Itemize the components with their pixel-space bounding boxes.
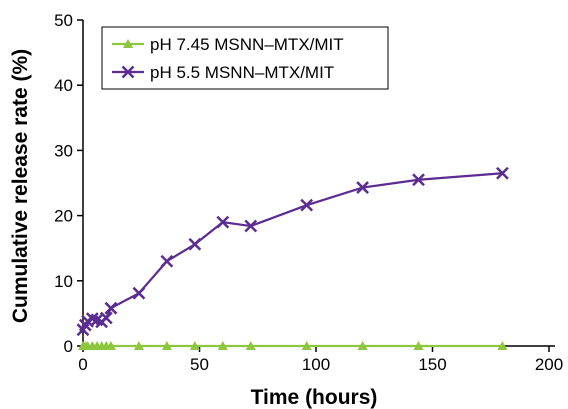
data-point bbox=[105, 341, 116, 350]
y-tick-label: 20 bbox=[54, 207, 73, 226]
data-point bbox=[189, 341, 200, 350]
legend-swatch-marker bbox=[123, 39, 133, 48]
y-tick-label: 30 bbox=[54, 141, 73, 160]
y-tick-label: 50 bbox=[54, 11, 73, 30]
data-point bbox=[160, 254, 174, 268]
x-tick-label: 100 bbox=[302, 355, 330, 374]
data-point bbox=[216, 215, 230, 229]
marker-stroke bbox=[104, 301, 118, 315]
marker-stroke bbox=[216, 215, 230, 229]
legend-box bbox=[101, 26, 389, 90]
series-layer bbox=[76, 166, 509, 350]
marker-stroke bbox=[90, 313, 104, 327]
data-point bbox=[412, 173, 425, 187]
marker-stroke bbox=[99, 311, 113, 325]
data-point bbox=[133, 341, 144, 350]
data-point bbox=[356, 181, 369, 194]
data-point bbox=[132, 286, 146, 300]
y-tick-label: 10 bbox=[54, 272, 73, 291]
series-2 bbox=[76, 166, 509, 337]
marker-stroke bbox=[412, 173, 425, 187]
data-point bbox=[188, 237, 202, 251]
data-point bbox=[104, 301, 118, 315]
ticks: 0 10 20 30 40 50 0 50 100 150 200 bbox=[54, 11, 563, 374]
legend-item-2: pH 5.5 MSNN–MTX/MIT bbox=[112, 63, 334, 82]
data-point bbox=[161, 341, 172, 350]
data-point bbox=[300, 198, 314, 212]
x-tick-label: 150 bbox=[418, 355, 446, 374]
series-line bbox=[82, 172, 503, 331]
marker-stroke bbox=[244, 219, 258, 233]
data-point bbox=[413, 341, 424, 350]
series-1 bbox=[78, 341, 508, 350]
marker-stroke bbox=[85, 312, 99, 325]
marker-stroke bbox=[121, 65, 135, 79]
marker-stroke bbox=[132, 286, 146, 300]
data-point bbox=[99, 311, 113, 325]
x-axis-title: Time (hours) bbox=[251, 386, 378, 409]
data-point bbox=[217, 341, 228, 350]
x-tick-label: 200 bbox=[535, 355, 563, 374]
data-point bbox=[357, 341, 368, 350]
data-point bbox=[245, 341, 256, 350]
legend-label: pH 5.5 MSNN–MTX/MIT bbox=[150, 63, 334, 82]
marker-stroke bbox=[356, 181, 369, 194]
y-axis-title: Cumulative release rate (%) bbox=[9, 49, 32, 323]
y-tick-label: 40 bbox=[54, 76, 73, 95]
legend: pH 7.45 MSNN–MTX/MIT pH 5.5 MSNN–MTX/MIT bbox=[101, 26, 389, 90]
legend-item-1: pH 7.45 MSNN–MTX/MIT bbox=[112, 35, 344, 54]
marker-stroke bbox=[496, 166, 509, 180]
marker-stroke bbox=[300, 198, 314, 212]
marker-stroke bbox=[160, 254, 174, 268]
x-tick-label: 0 bbox=[78, 355, 87, 374]
data-point bbox=[244, 219, 258, 233]
x-tick-label: 50 bbox=[190, 355, 209, 374]
marker-stroke bbox=[188, 237, 202, 251]
data-point bbox=[301, 341, 312, 350]
y-tick-label: 0 bbox=[64, 337, 73, 356]
legend-label: pH 7.45 MSNN–MTX/MIT bbox=[150, 35, 344, 54]
data-point bbox=[497, 341, 508, 350]
data-point bbox=[496, 166, 509, 180]
legend-swatch-marker bbox=[121, 65, 135, 79]
